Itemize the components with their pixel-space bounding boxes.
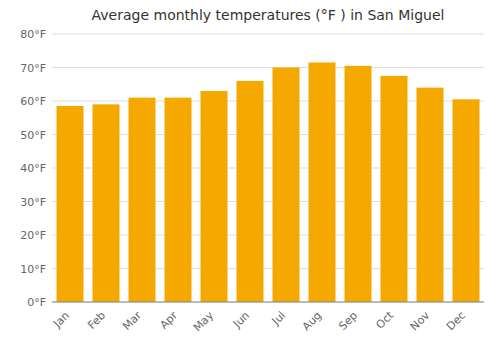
bar — [345, 66, 372, 302]
y-tick-label: 20°F — [20, 229, 46, 242]
x-tick-label: Feb — [85, 309, 108, 332]
bar — [273, 68, 300, 303]
y-tick-label: 50°F — [20, 129, 46, 142]
y-tick-label: 60°F — [20, 95, 46, 108]
x-tick-label: Sep — [336, 309, 360, 333]
bar — [129, 98, 156, 302]
x-tick-label: Jun — [230, 309, 252, 331]
grid-line — [52, 302, 484, 303]
x-axis: Jan Feb Mar Apr May Jun Jul Aug Sep Oct Nov Dec — [50, 308, 468, 334]
x-axis-line — [52, 302, 484, 303]
y-tick-label: 80°F — [20, 28, 46, 41]
bar — [57, 106, 84, 302]
y-tick-label: 30°F — [20, 196, 46, 209]
x-tick-label: Dec — [444, 309, 468, 333]
grid-line — [52, 34, 484, 35]
bar — [309, 62, 336, 302]
x-tick-label: Jul — [269, 309, 288, 328]
y-tick-label: 40°F — [20, 162, 46, 175]
y-tick-label: 70°F — [20, 62, 46, 75]
x-tick-label: Mar — [120, 309, 144, 333]
bar — [237, 81, 264, 302]
x-tick-label: Oct — [373, 308, 396, 331]
title: Average monthly temperatures (°F ) in Sa… — [92, 7, 445, 23]
bar — [165, 98, 192, 302]
bar — [453, 99, 480, 302]
bar — [93, 104, 120, 302]
x-tick-label: Apr — [157, 309, 180, 332]
bar — [201, 91, 228, 302]
x-tick-label: Nov — [408, 309, 433, 334]
bar — [417, 88, 444, 302]
chart: Average monthly temperatures (°F ) in Sa… — [0, 0, 500, 350]
x-tick-label: Aug — [300, 309, 324, 333]
x-tick-label: May — [191, 309, 217, 335]
x-tick-label: Jan — [50, 309, 72, 331]
bar — [381, 76, 408, 302]
y-axis: 0°F 10°F 20°F 30°F 40°F 50°F 60°F 70°F 80°F — [20, 28, 484, 309]
y-tick-label: 10°F — [20, 263, 46, 276]
grid-line — [52, 67, 484, 68]
bars — [57, 62, 480, 302]
y-tick-label: 0°F — [27, 296, 46, 309]
